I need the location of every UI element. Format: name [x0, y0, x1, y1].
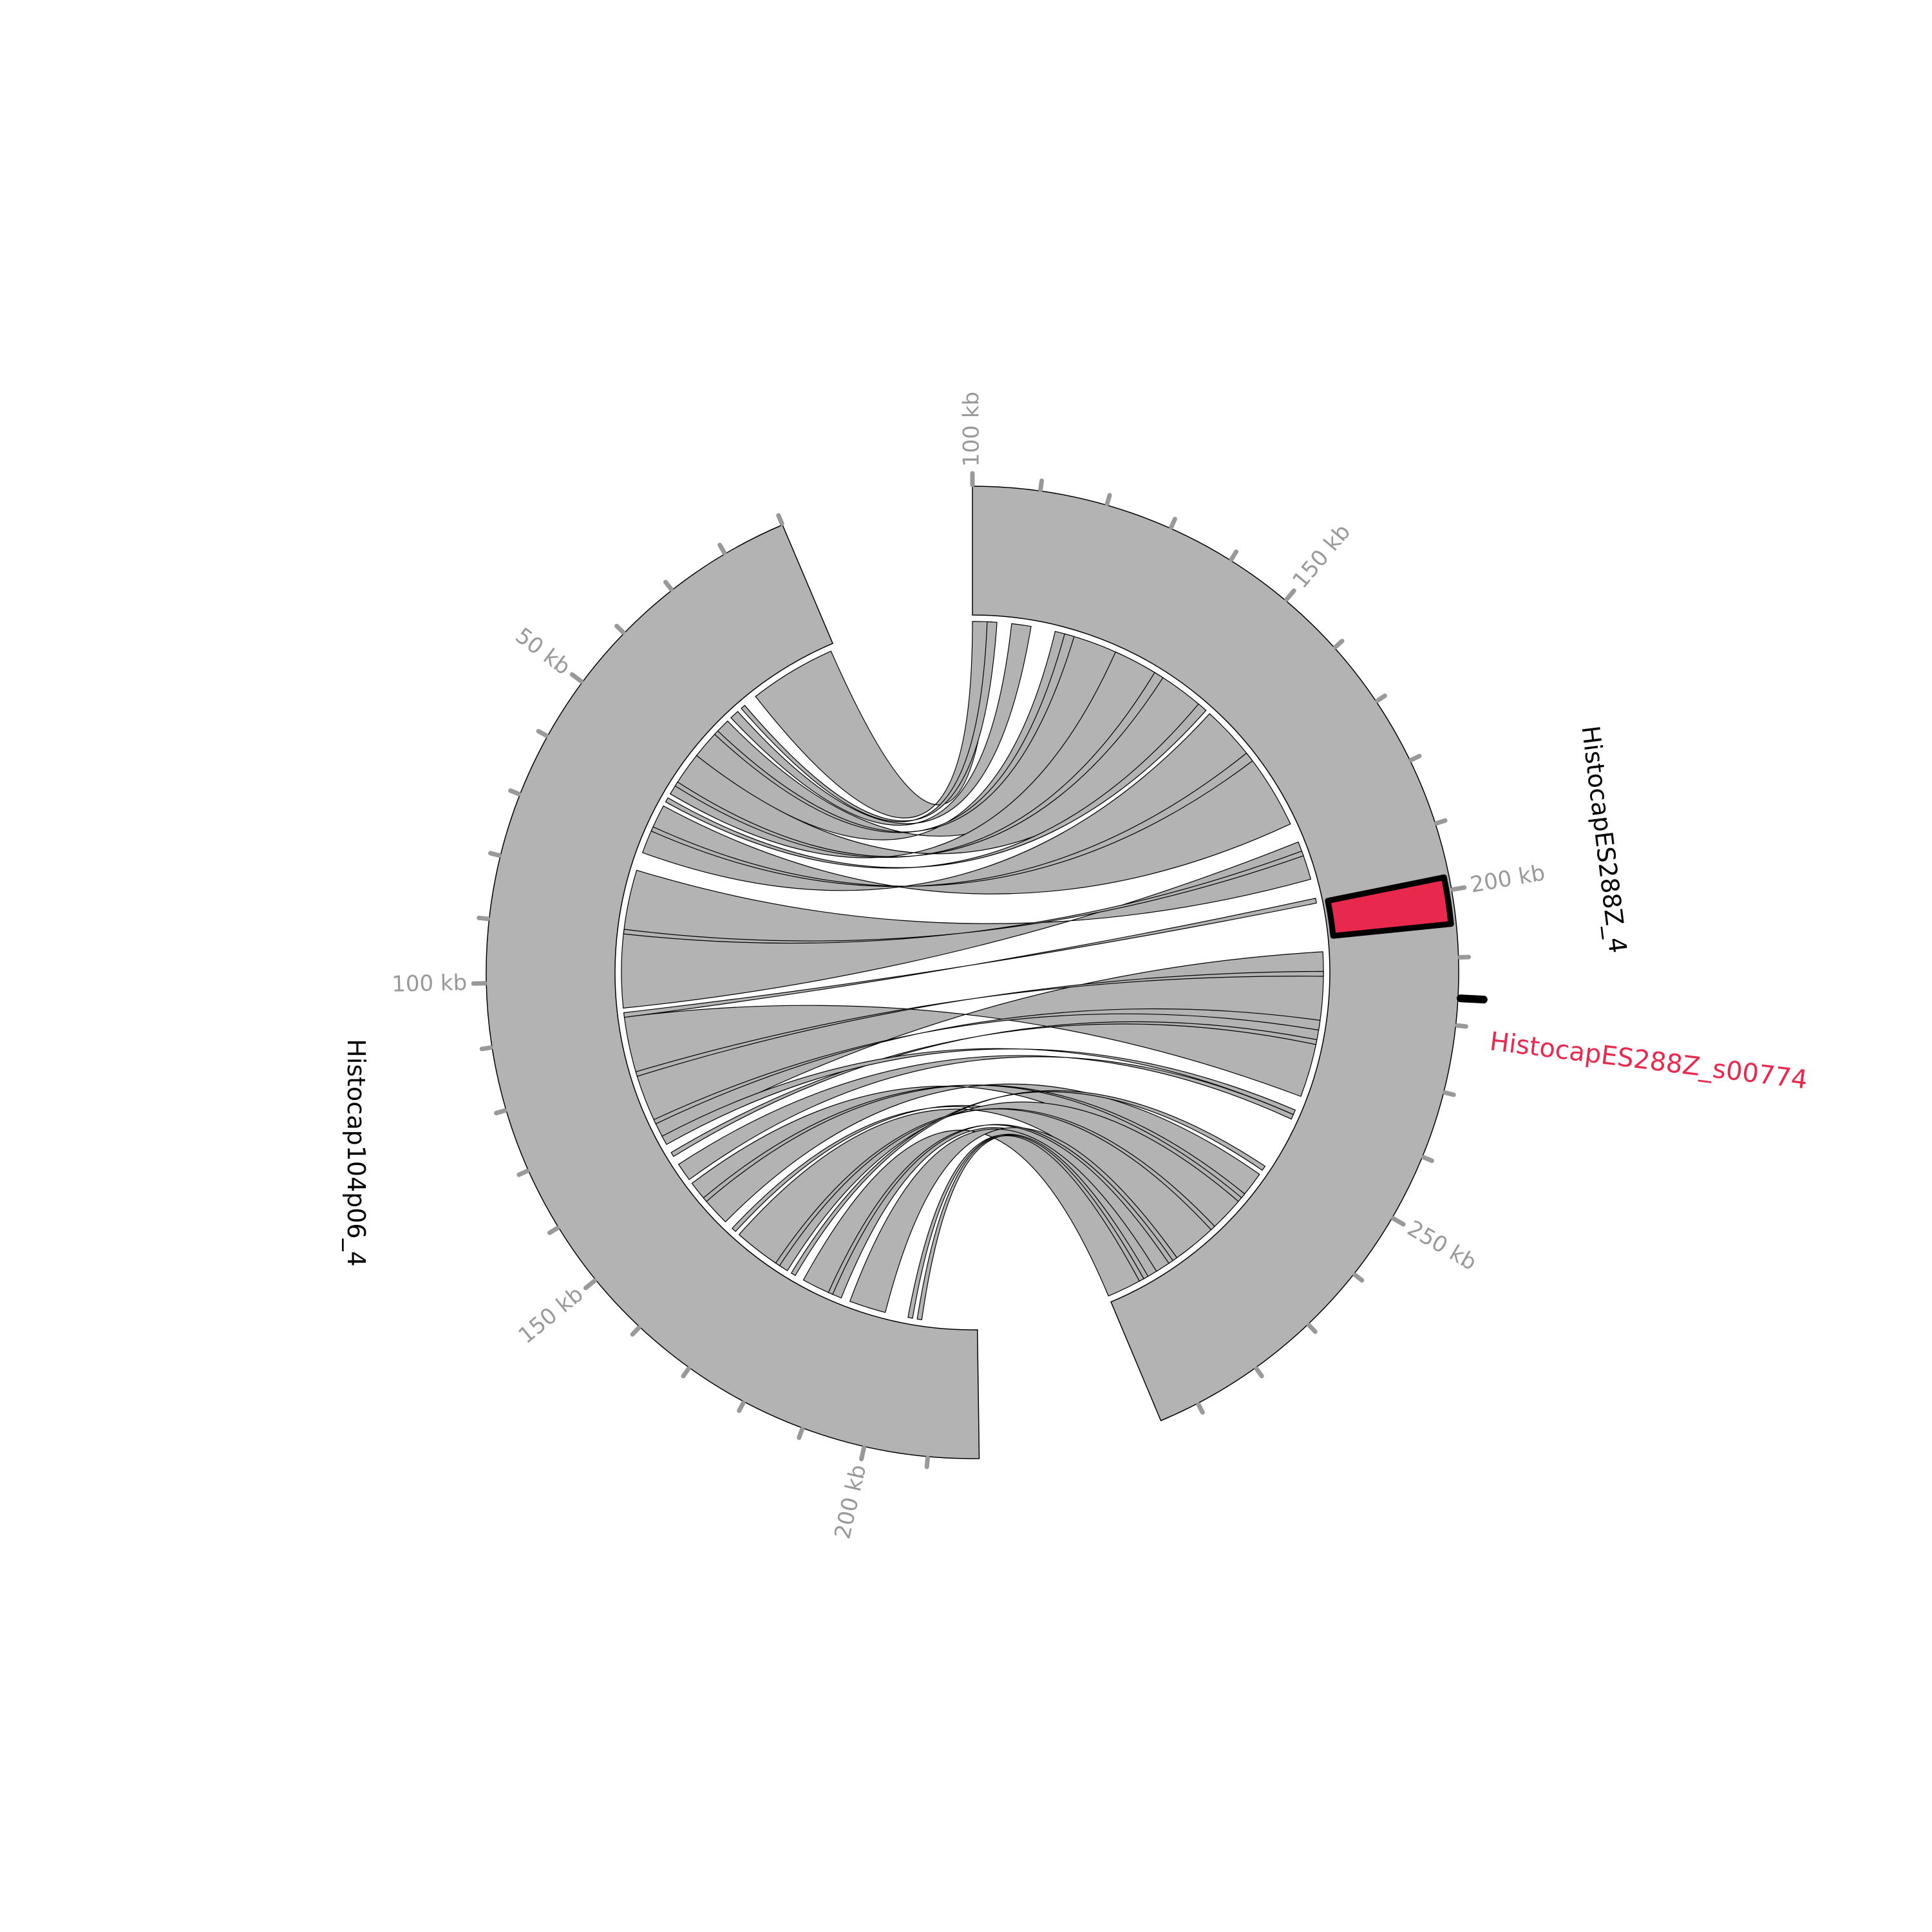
synteny-link	[650, 752, 1253, 887]
highlight-region	[1325, 874, 1454, 939]
synteny-link	[635, 971, 1324, 1077]
synteny-link	[775, 1108, 1216, 1267]
tick-mark	[547, 1226, 560, 1235]
synteny-link	[670, 1021, 1318, 1157]
tick-mark	[516, 1168, 530, 1177]
tick-mark	[1254, 1366, 1264, 1379]
tick-mark	[1375, 693, 1387, 703]
tick-mark	[494, 1108, 507, 1115]
synteny-link	[741, 621, 998, 822]
tick-mark	[536, 728, 549, 738]
synteny-link	[916, 1135, 1144, 1320]
tick-mark	[630, 1325, 641, 1337]
tick-mark	[776, 513, 784, 526]
synteny-link	[730, 623, 1032, 826]
tick-mark	[681, 1366, 691, 1379]
tick-mark	[1421, 1155, 1434, 1163]
tick-mark	[1038, 478, 1045, 492]
tick-mark	[569, 672, 584, 684]
tick-mark	[1434, 818, 1448, 826]
contig-arc-0	[486, 524, 980, 1459]
tick-mark	[477, 915, 491, 922]
tick-mark	[1196, 1402, 1205, 1415]
synteny-link	[653, 1008, 1321, 1124]
contig-arc-1	[972, 486, 1459, 1421]
synteny-link	[623, 898, 1317, 1018]
synteny-link	[691, 1083, 1260, 1223]
tick-mark	[717, 542, 727, 555]
tick-mark	[1104, 493, 1112, 506]
synteny-link	[907, 1133, 1149, 1319]
tick-mark	[737, 1400, 746, 1414]
synteny-link	[621, 841, 1312, 1009]
tick-mark	[583, 1278, 597, 1291]
synteny-links	[621, 621, 1324, 1320]
tick-mark	[1443, 1090, 1456, 1097]
tick-mark	[1284, 588, 1296, 602]
synteny-link	[623, 850, 1304, 944]
synteny-link	[641, 713, 1291, 895]
tick-mark	[1307, 1323, 1318, 1334]
tick-mark	[1450, 885, 1467, 892]
contig-label-left: Histocap104p06_4	[342, 1039, 370, 1267]
tick-mark	[479, 1045, 493, 1052]
tick-mark	[1169, 516, 1177, 530]
gene-marker	[1456, 994, 1488, 1004]
tick-mark	[614, 623, 626, 635]
tick-mark	[859, 1445, 867, 1462]
synteny-link	[703, 1084, 1245, 1202]
synteny-link	[755, 621, 993, 819]
synteny-link	[665, 703, 1207, 869]
tick-mark	[797, 1426, 805, 1440]
synteny-link	[714, 633, 1075, 833]
synteny-link	[790, 1090, 1266, 1276]
tick-mark	[488, 851, 502, 858]
synteny-link	[661, 1048, 1296, 1145]
tick-mark	[663, 580, 674, 592]
tick-mark	[1455, 1023, 1468, 1029]
highlight-layer	[1325, 874, 1488, 1004]
synteny-link	[677, 1055, 1294, 1180]
tick-mark	[1408, 753, 1422, 762]
tick-mark	[1352, 1272, 1365, 1283]
synteny-link	[669, 651, 1207, 858]
tick-label-0-1: 100 kb	[392, 970, 468, 998]
contig-ideograms	[486, 486, 1459, 1459]
synteny-link	[828, 1124, 1174, 1295]
tick-mark	[508, 788, 522, 797]
tick-mark	[1333, 638, 1345, 650]
tick-label-1-0: 100 kb	[959, 392, 985, 467]
synteny-link	[674, 672, 1164, 858]
tick-mark	[1229, 549, 1238, 562]
tick-mark	[1391, 1216, 1406, 1227]
